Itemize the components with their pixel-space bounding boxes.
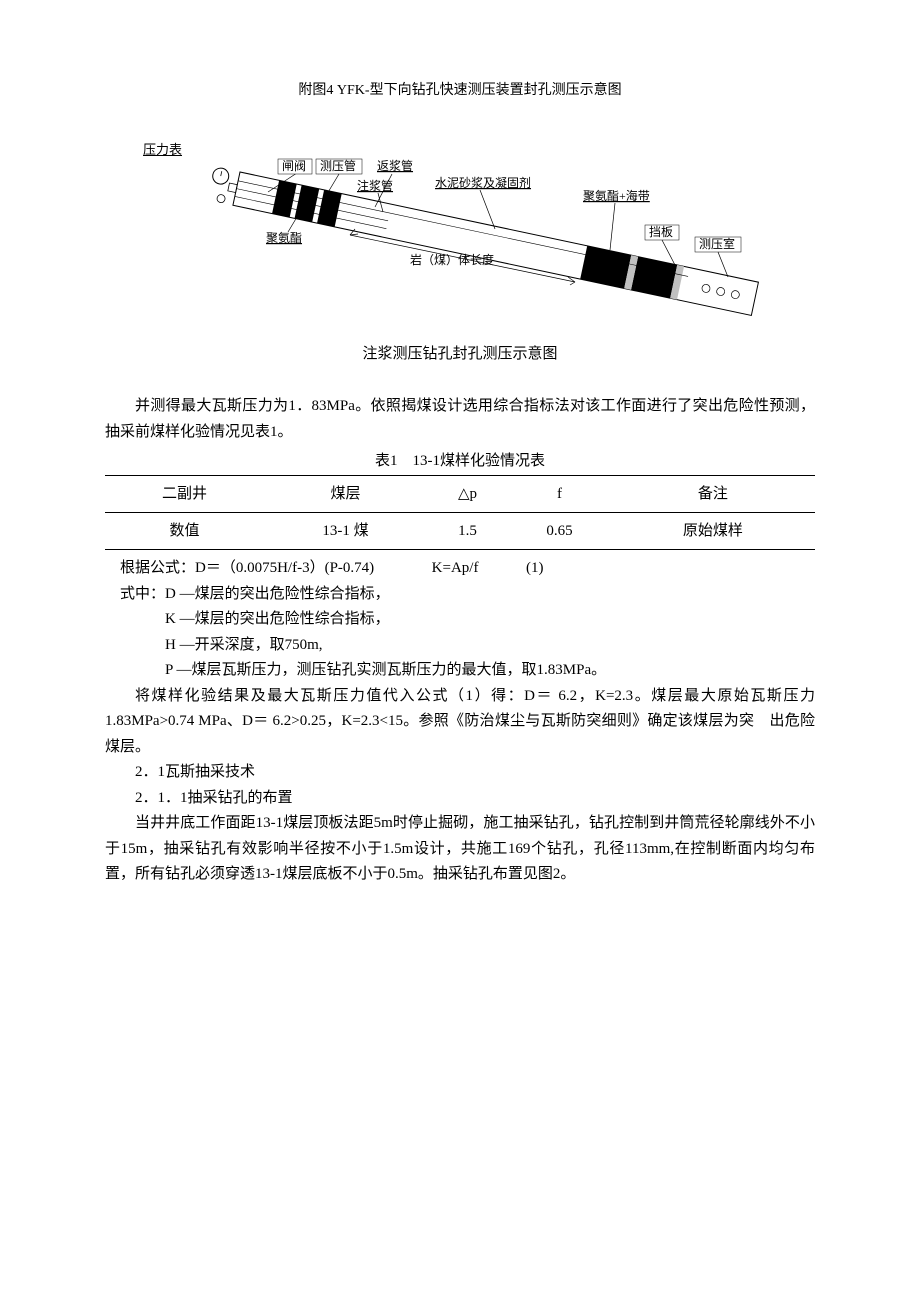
def-k: K —煤层的突出危险性综合指标， (105, 607, 815, 633)
th-1: 煤层 (264, 476, 427, 513)
def-h: H —开采深度，取750m, (105, 633, 815, 659)
th-2: △p (427, 476, 508, 513)
th-4: 备注 (611, 476, 815, 513)
label-valve: 闸阀 (282, 159, 306, 173)
label-polyurethane: 聚氨酯 (266, 231, 302, 245)
formula-part-a: 根据公式：D＝（0.0075H/f-3）(P-0.74) (120, 560, 374, 576)
label-baffle: 挡板 (649, 225, 673, 239)
td-1: 13-1 煤 (264, 513, 427, 550)
table-header-row: 二副井 煤层 △p f 备注 (105, 476, 815, 513)
borehole-diagram: 闸阀 测压管 返浆管 注浆管 水泥砂浆及凝固剂 聚氨酯+海带 聚氨酯 岩（煤）体… (185, 137, 775, 337)
label-grouting-pipe: 注浆管 (357, 178, 393, 193)
pressure-gauge-label: 压力表 (143, 140, 182, 161)
td-3: 0.65 (508, 513, 611, 550)
formula-line: 根据公式：D＝（0.0075H/f-3）(P-0.74) K=Ap/f (1) (105, 556, 815, 582)
label-chamber: 测压室 (699, 236, 735, 251)
formula-part-c: (1) (526, 560, 544, 576)
th-0: 二副井 (105, 476, 264, 513)
paragraph-3: 当井井底工作面距13-1煤层顶板法距5m时停止掘砌，施工抽采钻孔，钻孔控制到井筒… (105, 811, 815, 888)
def-d: 式中：D —煤层的突出危险性综合指标， (105, 582, 815, 608)
td-4: 原始煤样 (611, 513, 815, 550)
table-data-row: 数值 13-1 煤 1.5 0.65 原始煤样 (105, 513, 815, 550)
formula-part-b: K=Ap/f (432, 560, 479, 576)
section-2-1-1: 2．1．1抽采钻孔的布置 (105, 786, 815, 812)
td-0: 数值 (105, 513, 264, 550)
th-3: f (508, 476, 611, 513)
label-pressure-pipe: 测压管 (320, 158, 356, 173)
paragraph-1: 并测得最大瓦斯压力为1．83MPa。依照揭煤设计选用综合指标法对该工作面进行了突… (105, 394, 815, 445)
paragraph-2: 将煤样化验结果及最大瓦斯压力值代入公式（1）得：D＝ 6.2，K=2.3。煤层最… (105, 684, 815, 761)
td-2: 1.5 (427, 513, 508, 550)
section-2-1: 2．1瓦斯抽采技术 (105, 760, 815, 786)
diagram-wrapper: 压力表 (105, 132, 815, 332)
figure-title: 附图4 YFK-型下向钻孔快速测压装置封孔测压示意图 (105, 80, 815, 102)
def-p: P —煤层瓦斯压力，测压钻孔实测瓦斯压力的最大值，取1.83MPa。 (105, 658, 815, 684)
label-poly-kelp: 聚氨酯+海带 (583, 188, 650, 203)
label-return-pipe: 返浆管 (377, 158, 413, 173)
coal-sample-table: 二副井 煤层 △p f 备注 数值 13-1 煤 1.5 0.65 原始煤样 (105, 475, 815, 550)
label-rock-length: 岩（煤）体长度 (410, 252, 494, 267)
table-title: 表1 13-1煤样化验情况表 (105, 449, 815, 473)
label-cement: 水泥砂浆及凝固剂 (435, 175, 531, 190)
diagram-caption: 注浆测压钻孔封孔测压示意图 (105, 342, 815, 366)
